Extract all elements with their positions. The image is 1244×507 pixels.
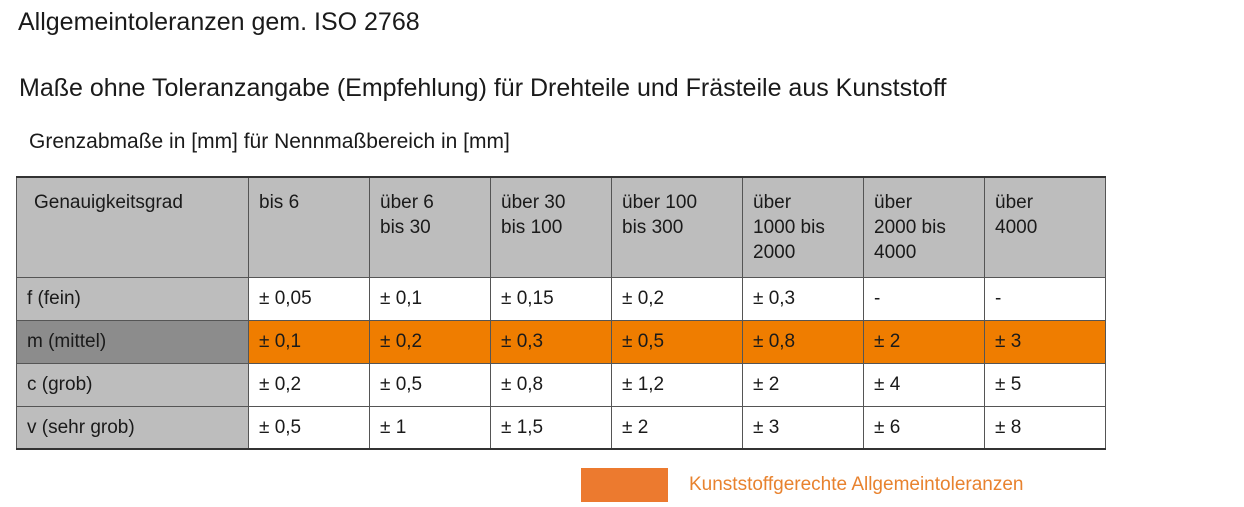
table-row-grob: c (grob) ± 0,2 ± 0,5 ± 0,8 ± 1,2 ± 2 ± 4…	[16, 362, 1106, 407]
table-cell: ± 0,3	[742, 276, 864, 321]
header-line: über	[753, 192, 792, 213]
table-cell: ± 2	[611, 405, 743, 450]
header-line: bis 300	[622, 217, 684, 238]
header-ueber-4000: über 4000	[984, 176, 1106, 278]
table-cell: ± 4	[863, 362, 985, 407]
tolerance-table: Genauigkeitsgrad bis 6 über 6 bis 30 übe…	[16, 176, 1106, 450]
document-subtitle: Maße ohne Toleranzangabe (Empfehlung) fü…	[19, 74, 947, 102]
header-ueber-6-bis-30: über 6 bis 30	[369, 176, 491, 278]
row-label: c (grob)	[16, 362, 249, 407]
table-cell: ± 1,5	[490, 405, 612, 450]
table-cell: ± 0,2	[611, 276, 743, 321]
header-line: bis 100	[501, 217, 563, 238]
header-ueber-2000-bis-4000: über 2000 bis 4000	[863, 176, 985, 278]
table-cell: ± 0,1	[369, 276, 491, 321]
table-cell: ± 0,8	[742, 319, 864, 364]
header-bis-6: bis 6	[248, 176, 370, 278]
table-cell: ± 0,8	[490, 362, 612, 407]
table-cell: ± 0,2	[248, 362, 370, 407]
row-label: v (sehr grob)	[16, 405, 249, 450]
table-cell: ± 0,15	[490, 276, 612, 321]
table-cell: ± 5	[984, 362, 1106, 407]
table-cell: ± 1	[369, 405, 491, 450]
table-cell: -	[984, 276, 1106, 321]
table-cell: ± 0,1	[248, 319, 370, 364]
table-row-fein: f (fein) ± 0,05 ± 0,1 ± 0,15 ± 0,2 ± 0,3…	[16, 276, 1106, 321]
table-row-sehr-grob: v (sehr grob) ± 0,5 ± 1 ± 1,5 ± 2 ± 3 ± …	[16, 405, 1106, 450]
header-line: über 100	[622, 192, 698, 213]
table-cell: ± 6	[863, 405, 985, 450]
table-cell: ± 1,2	[611, 362, 743, 407]
table-cell: ± 0,05	[248, 276, 370, 321]
header-line: über 30	[501, 192, 566, 213]
row-label: f (fein)	[16, 276, 249, 321]
table-cell: ± 0,5	[611, 319, 743, 364]
table-header-row: Genauigkeitsgrad bis 6 über 6 bis 30 übe…	[16, 176, 1106, 278]
header-line: über	[995, 192, 1034, 213]
table-cell: ± 2	[742, 362, 864, 407]
document-title: Allgemeintoleranzen gem. ISO 2768	[18, 8, 420, 36]
header-line: 1000 bis	[753, 217, 825, 238]
header-ueber-1000-bis-2000: über 1000 bis 2000	[742, 176, 864, 278]
table-caption: Grenzabmaße in [mm] für Nennmaßbereich i…	[29, 130, 510, 153]
table-cell: ± 0,3	[490, 319, 612, 364]
header-line: bis 30	[380, 217, 431, 238]
table-cell: ± 2	[863, 319, 985, 364]
legend-label: Kunststoffgerechte Allgemeintoleranzen	[689, 474, 1024, 495]
table-cell: ± 3	[742, 405, 864, 450]
table-row-mittel: m (mittel) ± 0,1 ± 0,2 ± 0,3 ± 0,5 ± 0,8…	[16, 319, 1106, 364]
table-cell: ± 3	[984, 319, 1106, 364]
header-ueber-30-bis-100: über 30 bis 100	[490, 176, 612, 278]
header-ueber-100-bis-300: über 100 bis 300	[611, 176, 743, 278]
table-cell: ± 0,2	[369, 319, 491, 364]
header-line: Genauigkeitsgrad	[34, 192, 183, 213]
header-line: bis 6	[259, 192, 300, 213]
table-cell: ± 0,5	[248, 405, 370, 450]
header-line: 2000	[753, 242, 796, 263]
header-line: über	[874, 192, 913, 213]
table-cell: -	[863, 276, 985, 321]
row-label: m (mittel)	[16, 319, 249, 364]
table-cell: ± 8	[984, 405, 1106, 450]
header-genauigkeitsgrad: Genauigkeitsgrad	[16, 176, 249, 278]
legend-swatch	[581, 468, 668, 502]
header-line: 4000	[995, 217, 1038, 238]
table-cell: ± 0,5	[369, 362, 491, 407]
header-line: 4000	[874, 242, 917, 263]
header-line: über 6	[380, 192, 434, 213]
header-line: 2000 bis	[874, 217, 946, 238]
